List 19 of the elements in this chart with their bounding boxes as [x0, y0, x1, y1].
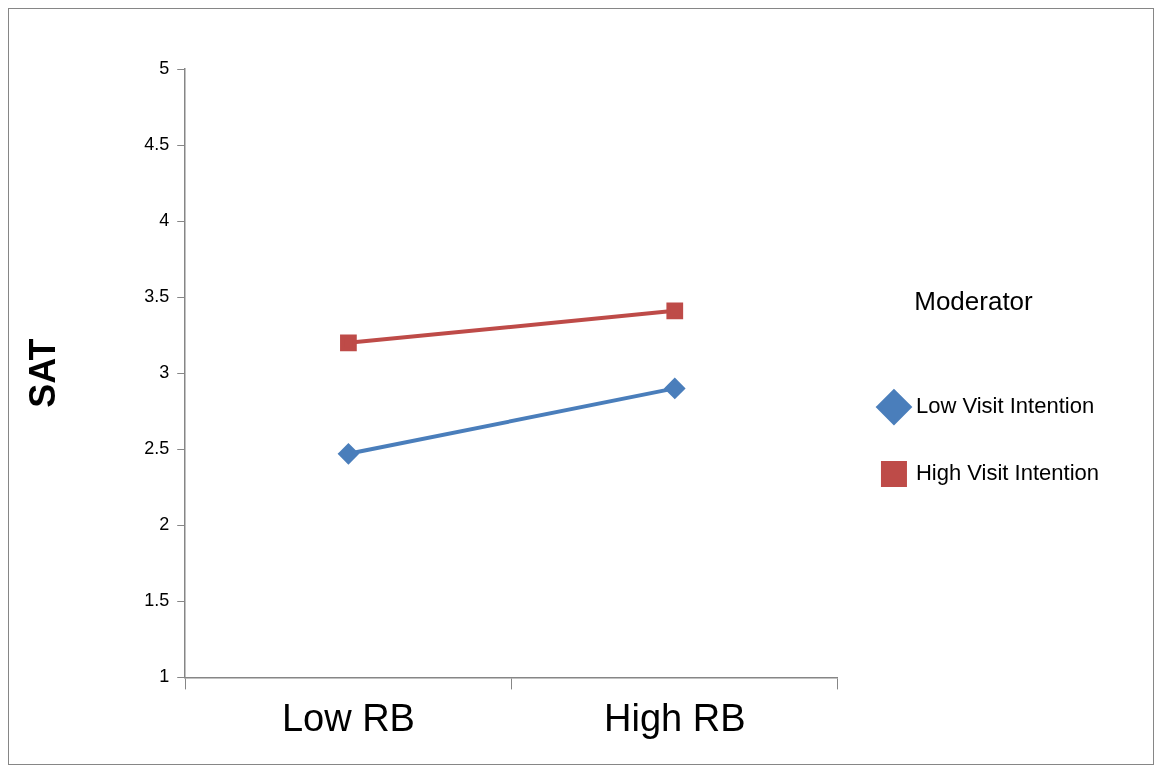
y-tick-label: 3 [159, 362, 170, 383]
y-axis-title: SAT [21, 338, 63, 408]
y-tick-label: 2 [159, 514, 170, 535]
y-tick-label: 5 [159, 57, 170, 78]
y-tick-label: 4.5 [144, 134, 170, 155]
y-tick-label: 2.5 [144, 438, 170, 459]
legend-title: Moderator [914, 286, 1034, 317]
legend-label: Low Visit Intention [915, 393, 1095, 419]
y-tick-label: 1.5 [144, 590, 170, 611]
x-tick-label: High RB [604, 696, 746, 739]
y-tick-label: 1 [159, 666, 170, 687]
point [340, 334, 357, 352]
legend-label: High Visit Intention [915, 460, 1100, 486]
point [664, 378, 685, 399]
y-tick-label: 4 [159, 210, 170, 231]
x-tick-label: Low RB [281, 696, 415, 739]
point [338, 443, 359, 464]
point [666, 302, 684, 320]
y-tick-label: 3.5 [144, 286, 170, 307]
